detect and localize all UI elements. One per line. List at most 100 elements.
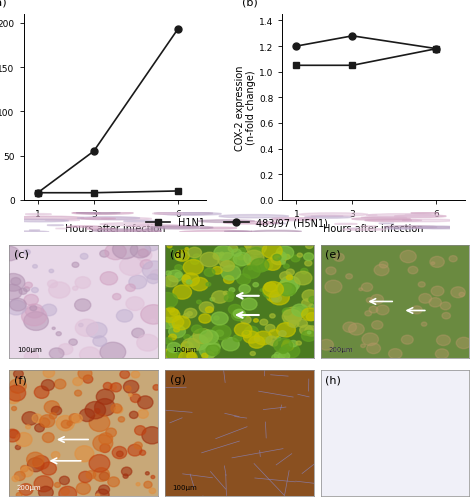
Circle shape: [142, 262, 167, 280]
Circle shape: [219, 215, 289, 218]
Circle shape: [182, 339, 200, 352]
Circle shape: [459, 293, 465, 297]
Circle shape: [449, 256, 457, 262]
Circle shape: [67, 421, 73, 426]
Circle shape: [250, 352, 255, 356]
Circle shape: [32, 288, 38, 293]
Circle shape: [197, 301, 201, 304]
Circle shape: [76, 212, 120, 214]
Circle shape: [273, 255, 281, 261]
Circle shape: [418, 282, 425, 288]
Circle shape: [249, 336, 265, 349]
Circle shape: [213, 253, 222, 260]
Circle shape: [232, 258, 236, 260]
Circle shape: [157, 293, 178, 309]
Circle shape: [289, 321, 299, 328]
Circle shape: [100, 343, 126, 362]
Circle shape: [182, 276, 191, 283]
Circle shape: [180, 231, 252, 234]
Circle shape: [167, 244, 172, 248]
Circle shape: [302, 299, 312, 308]
Circle shape: [24, 250, 30, 255]
Circle shape: [74, 390, 82, 396]
Circle shape: [110, 383, 121, 392]
Circle shape: [2, 285, 22, 300]
Text: (g): (g): [170, 375, 185, 384]
Text: (h): (h): [325, 375, 341, 384]
Circle shape: [175, 316, 181, 320]
Circle shape: [103, 383, 112, 390]
Circle shape: [11, 217, 84, 220]
Circle shape: [126, 297, 144, 311]
Circle shape: [282, 342, 294, 351]
Circle shape: [52, 328, 55, 330]
Circle shape: [289, 341, 298, 347]
Circle shape: [184, 309, 197, 318]
Circle shape: [361, 226, 376, 227]
Circle shape: [21, 307, 46, 326]
Circle shape: [15, 445, 20, 449]
Circle shape: [100, 444, 110, 452]
Circle shape: [108, 477, 119, 487]
Circle shape: [66, 226, 100, 228]
Circle shape: [228, 293, 234, 299]
Circle shape: [55, 482, 60, 487]
Circle shape: [131, 371, 140, 378]
Circle shape: [280, 272, 292, 281]
Circle shape: [140, 260, 153, 270]
Circle shape: [87, 228, 116, 230]
Circle shape: [218, 253, 237, 268]
Circle shape: [220, 253, 224, 256]
Circle shape: [59, 486, 77, 501]
Circle shape: [41, 305, 56, 316]
Circle shape: [241, 299, 257, 311]
Circle shape: [343, 322, 356, 333]
Circle shape: [361, 344, 365, 348]
Circle shape: [285, 290, 292, 295]
Circle shape: [168, 271, 183, 282]
Circle shape: [199, 220, 255, 223]
Circle shape: [224, 276, 234, 284]
Circle shape: [163, 213, 221, 216]
Circle shape: [212, 267, 222, 275]
Circle shape: [1, 274, 25, 292]
Circle shape: [223, 292, 228, 296]
Circle shape: [232, 310, 246, 321]
Circle shape: [255, 224, 268, 225]
Circle shape: [304, 254, 314, 261]
Circle shape: [233, 253, 251, 266]
Circle shape: [51, 452, 60, 459]
Circle shape: [187, 353, 196, 360]
Circle shape: [93, 435, 113, 451]
Circle shape: [429, 298, 441, 308]
Circle shape: [151, 319, 156, 323]
Circle shape: [128, 444, 142, 456]
Text: (d): (d): [170, 249, 185, 259]
Circle shape: [44, 401, 60, 414]
Circle shape: [183, 276, 190, 281]
Circle shape: [311, 216, 343, 217]
Circle shape: [435, 349, 448, 359]
Circle shape: [419, 294, 432, 304]
Circle shape: [72, 212, 133, 215]
Circle shape: [228, 305, 242, 315]
Circle shape: [109, 384, 116, 390]
Circle shape: [6, 392, 20, 404]
Circle shape: [299, 213, 368, 216]
Circle shape: [400, 251, 416, 263]
Circle shape: [369, 307, 378, 313]
Circle shape: [99, 472, 109, 480]
Circle shape: [72, 414, 82, 423]
Circle shape: [164, 276, 178, 287]
Circle shape: [246, 240, 266, 256]
Circle shape: [264, 283, 277, 292]
Circle shape: [118, 417, 125, 422]
Circle shape: [224, 231, 252, 232]
Circle shape: [366, 214, 438, 217]
Circle shape: [421, 323, 427, 327]
Circle shape: [89, 414, 110, 432]
Circle shape: [269, 290, 289, 305]
Circle shape: [280, 277, 300, 292]
Circle shape: [270, 314, 275, 318]
Circle shape: [243, 266, 260, 279]
